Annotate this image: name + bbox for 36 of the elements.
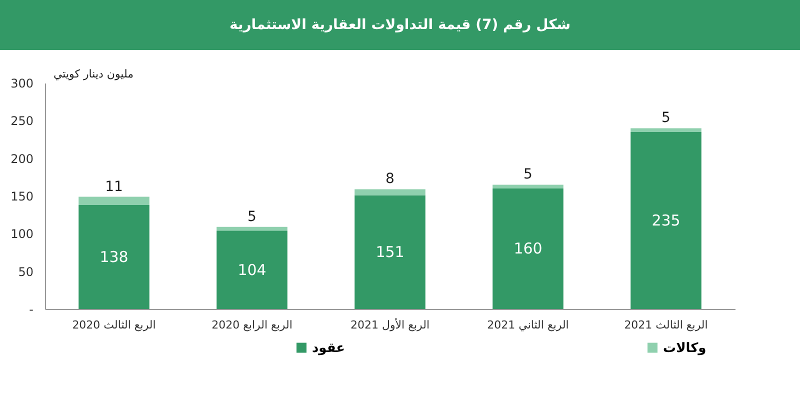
bar — [78, 196, 150, 206]
x-tick-label: الربع الثاني 2021 — [487, 318, 569, 332]
bar — [216, 230, 288, 309]
data-label: 8 — [386, 171, 394, 188]
legend-label: وكالات — [663, 340, 706, 356]
y-tick-label: 200 — [10, 152, 34, 166]
data-label: 235 — [652, 211, 680, 230]
bar — [492, 184, 564, 188]
y-tick-label: 250 — [10, 114, 34, 128]
data-label: 5 — [524, 166, 532, 183]
legend-label: عقود — [312, 340, 346, 356]
bar — [630, 128, 702, 132]
bar — [354, 189, 426, 196]
bar — [630, 132, 702, 309]
y-tick-label: 50 — [18, 264, 34, 279]
bar — [216, 226, 288, 231]
y-tick-label: 100 — [10, 227, 34, 242]
y-tick-label: 150 — [10, 190, 34, 204]
data-label: 5 — [248, 208, 256, 225]
bar — [354, 195, 426, 309]
bar — [78, 205, 150, 309]
x-tick-label: الربع الثالث 2021 — [624, 318, 708, 332]
data-label: 151 — [376, 243, 404, 262]
data-label: 11 — [105, 178, 123, 195]
y-tick-label: - — [29, 302, 34, 316]
x-tick-label: الربع الأول 2021 — [350, 318, 430, 332]
data-label: 138 — [100, 248, 128, 266]
y-tick-label: 300 — [10, 76, 34, 90]
y-axis-title: مليون دينار كويتي — [54, 68, 134, 80]
bar — [492, 188, 564, 309]
chart-title: شكل رقم (7) قيمة التداولات العقارية الاستثمارية — [0, 0, 800, 50]
data-label: 160 — [514, 240, 542, 258]
data-label: 104 — [238, 260, 266, 279]
data-label: 5 — [662, 110, 670, 126]
x-tick-label: الربع الرابع 2020 — [212, 318, 292, 332]
x-tick-label: الربع الثالث 2020 — [72, 318, 156, 332]
